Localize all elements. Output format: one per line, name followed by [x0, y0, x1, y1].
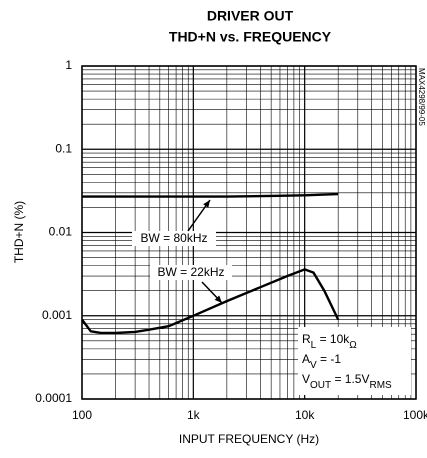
condition-part: V — [310, 360, 317, 371]
condition-part: = 1.5V — [331, 372, 369, 386]
y-axis-label: THD+N (%) — [12, 201, 26, 263]
y-tick-label: 0.001 — [42, 308, 72, 322]
condition-part: R — [302, 332, 311, 346]
condition-part: RMS — [370, 380, 393, 391]
y-tick-label: 0.01 — [49, 225, 73, 239]
condition-text: VOUT = 1.5VRMS — [302, 372, 392, 391]
chart-subtitle: THD+N vs. FREQUENCY — [169, 29, 332, 45]
condition-text: AV = -1 — [302, 352, 341, 371]
plot-frame — [81, 65, 417, 400]
x-tick-label: 10k — [295, 408, 315, 422]
x-tick-label: 100k — [403, 408, 427, 422]
x-tick-label: 1k — [187, 408, 201, 422]
condition-part: = -1 — [317, 352, 342, 366]
series-label: BW = 80kHz — [140, 231, 207, 245]
label-box — [150, 265, 232, 280]
data-line — [82, 192, 339, 198]
arrow-head — [214, 295, 222, 303]
side-note: MAX4298/99-05 — [417, 68, 426, 126]
y-tick-label: 0.0001 — [35, 391, 72, 405]
condition-text: RL = 10kΩ — [302, 332, 357, 351]
conditions-box — [298, 327, 411, 395]
arrow-head — [203, 200, 210, 208]
condition-part: A — [302, 352, 310, 366]
data-line — [81, 268, 340, 335]
condition-part: Ω — [349, 340, 357, 351]
x-tick-label: 100 — [72, 408, 92, 422]
label-box — [132, 231, 216, 246]
y-tick-label: 0.1 — [55, 141, 72, 155]
condition-part: OUT — [310, 380, 331, 391]
x-axis-label: INPUT FREQUENCY (Hz) — [179, 432, 319, 446]
y-tick-label: 1 — [65, 58, 72, 72]
condition-part: = 10k — [316, 332, 350, 346]
chart-title: DRIVER OUT — [207, 8, 294, 24]
series-label: BW = 22kHz — [157, 265, 224, 279]
condition-part: L — [311, 340, 317, 351]
condition-part: V — [302, 372, 310, 386]
